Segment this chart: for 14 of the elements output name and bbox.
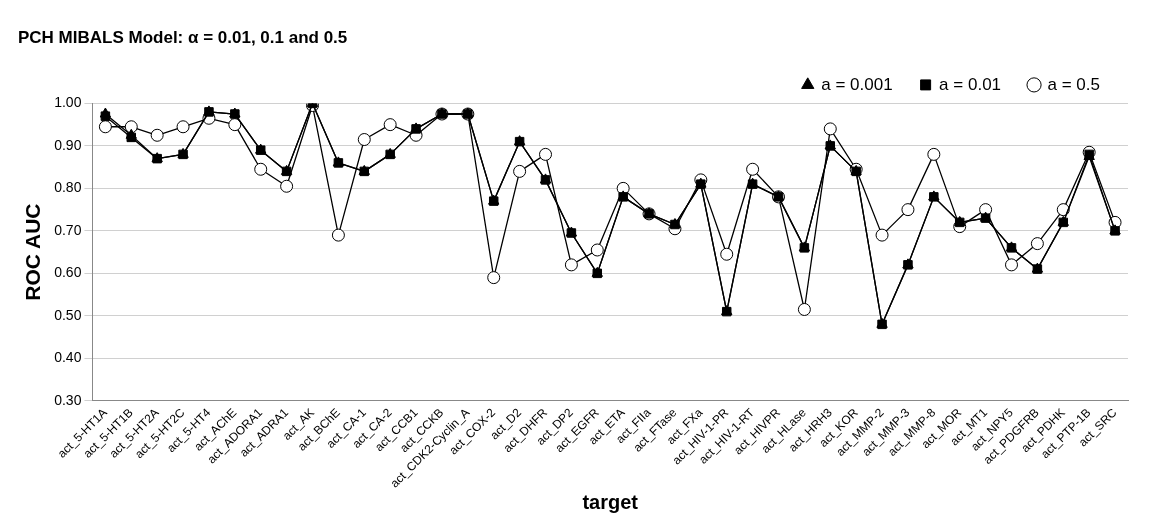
y-tick-label: 0.30 bbox=[54, 391, 82, 408]
chart-title: PCH MIBALS Model: α = 0.01, 0.1 and 0.5 bbox=[18, 27, 348, 47]
y-tick-label: 0.50 bbox=[54, 306, 82, 323]
y-tick-label: 0.60 bbox=[54, 264, 82, 281]
y-tick-label: 1.00 bbox=[54, 94, 82, 111]
y-axis-title: ROC AUC bbox=[21, 203, 45, 301]
y-tick-label: 0.80 bbox=[54, 179, 82, 196]
legend-label: a = 0.5 bbox=[1047, 74, 1101, 94]
y-tick-label: 0.40 bbox=[54, 349, 82, 366]
legend-label: a = 0.01 bbox=[939, 74, 1002, 94]
y-tick-label: 0.70 bbox=[54, 221, 82, 238]
x-axis-title: target bbox=[582, 490, 639, 513]
legend-label: a = 0.001 bbox=[821, 74, 893, 94]
y-tick-label: 0.90 bbox=[54, 136, 82, 153]
